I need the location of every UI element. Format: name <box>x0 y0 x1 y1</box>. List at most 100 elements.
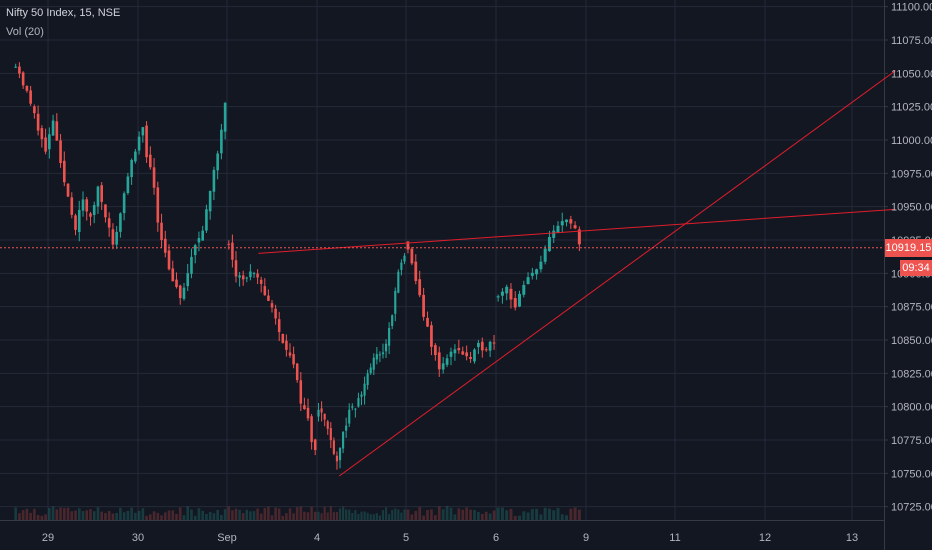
candle-body <box>29 90 32 104</box>
candle-body <box>552 230 556 238</box>
candle-body <box>231 242 234 260</box>
volume-bar <box>14 507 17 520</box>
candle-body <box>496 296 500 298</box>
candle-body <box>465 352 469 357</box>
candle-body <box>480 341 484 351</box>
volume-bar <box>473 510 476 520</box>
x-tick-label: 11 <box>669 532 680 544</box>
candle-body <box>505 286 509 294</box>
candle-body <box>378 354 381 356</box>
volume-bar <box>547 508 551 520</box>
candle-body <box>55 121 59 141</box>
volume-bar <box>363 511 366 520</box>
volume-bar <box>59 507 62 520</box>
volume-area <box>14 506 581 520</box>
candle-body <box>77 209 81 232</box>
candle-body <box>388 328 391 346</box>
volume-bar <box>104 513 107 520</box>
candle-body <box>338 447 342 461</box>
volume-bar <box>130 507 133 520</box>
volume-bar <box>445 506 449 520</box>
candle-body <box>126 176 130 193</box>
x-tick-label: 12 <box>759 532 771 544</box>
volume-bar <box>167 510 171 520</box>
volume-bar <box>40 515 44 520</box>
trendline <box>338 70 896 477</box>
candle-body <box>274 308 277 319</box>
volume-bar <box>36 515 40 520</box>
candle-body <box>345 425 348 431</box>
candle-body <box>406 241 410 250</box>
volume-bar <box>414 510 418 520</box>
candle-body <box>397 271 400 293</box>
candle-body <box>92 205 96 215</box>
candle-body <box>366 373 369 386</box>
x-tick-label: 29 <box>42 532 54 544</box>
candle-body <box>220 129 223 154</box>
volume-bar <box>406 509 410 520</box>
candle-body <box>48 134 51 150</box>
volume-bar <box>77 508 81 520</box>
volume-bar <box>332 512 335 520</box>
volume-bar <box>465 507 469 520</box>
x-tick-label: 5 <box>403 532 409 544</box>
candle-body <box>492 342 496 344</box>
volume-bar <box>535 508 539 520</box>
y-tick-label: 10975.00 <box>891 168 932 180</box>
candle-body <box>437 352 441 370</box>
candle-body <box>381 352 385 355</box>
candle-body <box>547 236 551 252</box>
candle-body <box>263 286 267 296</box>
volume-bar <box>126 510 130 520</box>
candle-body <box>256 273 259 278</box>
candle-body <box>96 186 100 207</box>
volume-bar <box>100 511 104 520</box>
volume-bar <box>381 510 385 520</box>
candle-body <box>74 215 77 230</box>
volume-bar <box>348 509 351 520</box>
volume-bar <box>277 508 281 520</box>
candle-body <box>306 407 310 419</box>
candle-body <box>329 428 332 441</box>
y-tick-label: 11000.00 <box>891 135 932 147</box>
candle-body <box>477 342 480 348</box>
y-tick-label: 10850.00 <box>891 335 932 347</box>
volume-bar <box>338 508 342 520</box>
time-axis: 29 30 Sep 4 5 6 9 11 12 13 <box>42 532 858 544</box>
candle-body <box>391 315 394 326</box>
candle-body <box>163 238 167 253</box>
x-tick-label: Sep <box>217 532 237 544</box>
candle-body <box>303 405 306 410</box>
candle-body <box>418 279 422 296</box>
candle-body <box>453 349 457 354</box>
volume-bar <box>418 507 422 520</box>
volume-bar <box>85 510 89 520</box>
y-tick-label: 10875.00 <box>891 302 932 314</box>
candle-body <box>484 349 488 351</box>
volume-bar <box>320 513 323 520</box>
volume-bar <box>197 508 201 520</box>
candle-body <box>372 357 375 370</box>
volume-bar <box>205 513 208 520</box>
y-tick-label: 11075.00 <box>891 35 932 47</box>
candle-body <box>111 229 115 245</box>
volume-bar <box>509 508 513 520</box>
volume-bar <box>252 511 256 520</box>
candle-body <box>285 340 288 350</box>
volume-bar <box>111 513 115 520</box>
candle-body <box>149 154 152 168</box>
chart-grid <box>0 0 885 550</box>
candle-body <box>369 367 372 374</box>
volume-bar <box>457 508 461 520</box>
volume-bar <box>238 509 241 520</box>
legend-volume: Vol (20) <box>6 26 44 38</box>
candle-body <box>130 159 133 178</box>
volume-bar <box>329 506 332 520</box>
volume-bar <box>115 512 118 520</box>
candle-body <box>288 352 292 356</box>
price-axis: 11100.00 11075.00 11050.00 11025.00 11000.00… <box>884 2 932 514</box>
volume-bar <box>245 509 249 520</box>
candle-body <box>326 421 329 429</box>
candle-body <box>145 125 148 158</box>
